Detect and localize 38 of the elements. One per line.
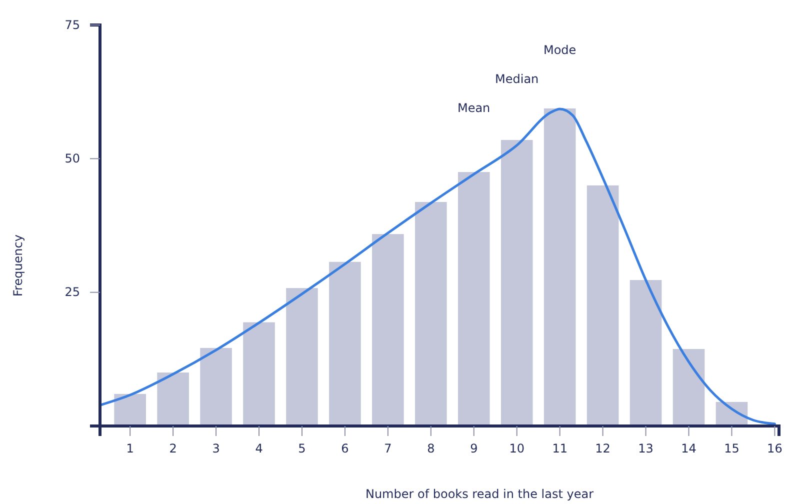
x-tick-label: 16 xyxy=(767,442,782,456)
x-axis-title: Number of books read in the last year xyxy=(365,487,594,501)
y-tick-label: 50 xyxy=(64,152,80,166)
annotation: Mean xyxy=(457,101,490,116)
x-tick-label: 14 xyxy=(681,442,696,456)
x-tick-label: 11 xyxy=(552,442,568,456)
x-tick-label: 10 xyxy=(509,442,524,456)
bar xyxy=(286,288,318,426)
bar xyxy=(243,322,275,426)
bar xyxy=(415,202,447,426)
x-tick-label: 5 xyxy=(298,442,306,456)
x-tick-label: 3 xyxy=(212,442,220,456)
y-tick-label: 25 xyxy=(64,285,80,300)
bar xyxy=(586,185,619,426)
x-tick-label: 2 xyxy=(169,442,177,456)
bar xyxy=(500,140,533,426)
bar xyxy=(114,394,146,426)
x-tick-label: 4 xyxy=(255,442,263,456)
bar xyxy=(200,348,232,426)
y-tick-label: 75 xyxy=(64,18,80,32)
bar xyxy=(372,234,404,426)
x-tick-label: 6 xyxy=(341,442,349,456)
y-axis-title: Frequency xyxy=(11,234,25,296)
bar xyxy=(630,280,662,426)
annotation: Median xyxy=(495,72,539,86)
annotation: Mode xyxy=(543,43,576,58)
bar xyxy=(544,108,576,426)
bar xyxy=(157,372,189,426)
x-tick-label: 12 xyxy=(595,442,610,456)
bar xyxy=(458,172,490,426)
x-tick-label: 9 xyxy=(470,442,478,456)
bar xyxy=(672,349,705,426)
x-tick-label: 1 xyxy=(126,442,134,456)
x-tick-label: 13 xyxy=(638,442,654,456)
x-tick-label: 15 xyxy=(724,442,740,456)
x-tick-label: 8 xyxy=(427,442,435,456)
bar xyxy=(329,262,361,426)
x-tick-label: 7 xyxy=(384,442,392,456)
